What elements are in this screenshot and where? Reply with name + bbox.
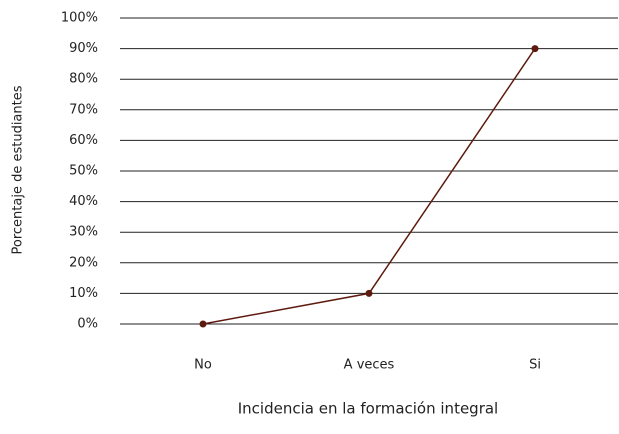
y-tick-label: 80% — [69, 72, 98, 87]
y-tick-label: 50% — [69, 164, 98, 179]
point — [199, 320, 207, 328]
x-axis-label: Incidencia en la formación integral — [238, 400, 498, 418]
y-tick-label: 100% — [61, 11, 98, 26]
y-tick-label: 10% — [69, 286, 98, 301]
y-tick-label: 70% — [69, 102, 98, 117]
y-tick-label: 40% — [69, 194, 98, 209]
y-tick-label: 0% — [77, 317, 98, 332]
line — [202, 48, 536, 325]
x-tick-label: Si — [529, 358, 541, 373]
point — [531, 45, 539, 53]
y-tick-label: 30% — [69, 225, 98, 240]
y-tick-label: 60% — [69, 133, 98, 148]
y-axis-label: Porcentaje de estudiantes — [11, 85, 26, 254]
y-tick-label: 90% — [69, 41, 98, 56]
point — [365, 289, 373, 297]
x-tick-label: A veces — [344, 358, 395, 373]
x-tick-label: No — [194, 358, 212, 373]
y-tick-label: 20% — [69, 255, 98, 270]
